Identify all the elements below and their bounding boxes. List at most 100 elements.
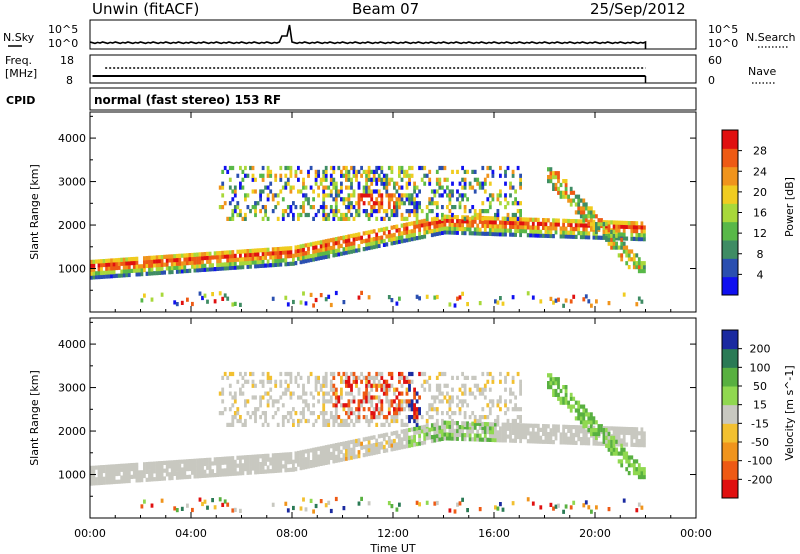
heatmap-cell — [350, 383, 353, 388]
heatmap-cell — [231, 216, 235, 221]
heatmap-cell — [418, 411, 421, 416]
heatmap-cell — [307, 452, 310, 457]
heatmap-cell — [138, 264, 141, 269]
freq-left-tick-top: 18 — [60, 54, 74, 67]
heatmap-cell — [322, 399, 326, 404]
heatmap-cell — [329, 387, 333, 392]
heatmap-cell — [324, 456, 328, 462]
heatmap-cell — [453, 509, 457, 514]
heatmap-cell — [529, 431, 533, 436]
heatmap-cell — [395, 236, 399, 241]
heatmap-cell — [244, 249, 247, 254]
heatmap-cell — [357, 454, 361, 459]
heatmap-cell — [170, 464, 174, 469]
heatmap-cell — [110, 468, 113, 473]
heatmap-cell — [279, 189, 283, 194]
heatmap-cell — [605, 428, 608, 433]
heatmap-cell — [357, 418, 361, 424]
heatmap-cell — [587, 222, 591, 227]
heatmap-cell — [584, 206, 588, 211]
heatmap-cell — [206, 473, 209, 478]
heatmap-cell — [249, 165, 252, 171]
x-tick-label: 04:00 — [175, 527, 207, 540]
heatmap-cell — [337, 252, 341, 257]
heatmap-cell — [241, 391, 245, 396]
heatmap-cell — [107, 258, 111, 263]
heatmap-cell — [461, 215, 464, 220]
heatmap-cell — [249, 415, 252, 420]
heatmap-cell — [271, 502, 275, 507]
heatmap-cell — [615, 220, 618, 225]
heatmap-cell — [491, 220, 495, 225]
heatmap-cell — [390, 431, 394, 436]
heatmap-cell — [536, 221, 540, 226]
heatmap-cell — [519, 418, 522, 424]
heatmap-cell — [478, 219, 482, 224]
heatmap-cell — [377, 165, 381, 171]
heatmap-cell — [483, 223, 487, 228]
heatmap-cell — [471, 391, 475, 396]
heatmap-cell — [256, 407, 260, 412]
heatmap-cell — [208, 457, 212, 462]
heatmap-cell — [362, 453, 366, 458]
heatmap-cell — [254, 264, 257, 269]
heatmap-cell — [309, 448, 313, 453]
heatmap-cell — [286, 467, 290, 473]
heatmap-cell — [587, 206, 591, 211]
heatmap-cell — [387, 383, 391, 388]
heatmap-cell — [549, 502, 553, 507]
heatmap-cell — [595, 214, 598, 219]
heatmap-cell — [549, 179, 553, 184]
heatmap-cell — [483, 415, 487, 420]
heatmap-cell — [562, 234, 565, 239]
heatmap-cell — [327, 460, 331, 465]
heatmap-cell — [428, 407, 432, 412]
heatmap-cell — [246, 205, 250, 210]
heatmap-cell — [239, 302, 242, 307]
heatmap-cell — [592, 219, 596, 224]
heatmap-cell — [297, 450, 300, 456]
heatmap-cell — [340, 169, 343, 174]
heatmap-cell — [178, 261, 182, 266]
heatmap-cell — [211, 498, 214, 503]
heatmap-cell — [370, 237, 374, 242]
heatmap-cell — [595, 229, 598, 234]
heatmap-cell — [165, 258, 169, 263]
heatmap-cell — [582, 424, 586, 429]
heatmap-cell — [367, 399, 371, 404]
heatmap-cell — [483, 209, 487, 214]
heatmap-cell — [218, 262, 222, 267]
heatmap-cell — [542, 221, 545, 227]
heatmap-cell — [473, 375, 477, 380]
heatmap-cell — [115, 265, 119, 271]
heatmap-cell — [441, 391, 444, 396]
heatmap-cell — [430, 438, 434, 444]
heatmap-cell — [302, 411, 305, 416]
heatmap-cell — [435, 387, 439, 392]
heatmap-cell — [458, 295, 462, 300]
heatmap-cell — [428, 169, 432, 174]
heatmap-cell — [395, 507, 399, 512]
heatmap-cell — [488, 165, 492, 171]
heatmap-cell — [218, 457, 222, 462]
heatmap-cell — [405, 422, 409, 427]
heatmap-cell — [324, 297, 328, 302]
heatmap-cell — [218, 254, 222, 260]
heatmap-cell — [400, 422, 404, 427]
heatmap-cell — [395, 387, 399, 392]
heatmap-cell — [390, 443, 394, 448]
heatmap-cell — [332, 375, 336, 380]
heatmap-cell — [112, 476, 116, 481]
heatmap-cell — [448, 420, 452, 425]
heatmap-cell — [476, 387, 480, 392]
heatmap-cell — [249, 462, 252, 467]
heatmap-cell — [398, 193, 401, 198]
heatmap-cell — [590, 412, 593, 417]
heatmap-cell — [433, 426, 437, 431]
heatmap-cell — [387, 501, 391, 506]
heatmap-cell — [284, 415, 288, 420]
heatmap-cell — [622, 220, 626, 225]
heatmap-cell — [496, 300, 500, 305]
heatmap-cell — [233, 261, 237, 266]
heatmap-cell — [279, 173, 283, 178]
